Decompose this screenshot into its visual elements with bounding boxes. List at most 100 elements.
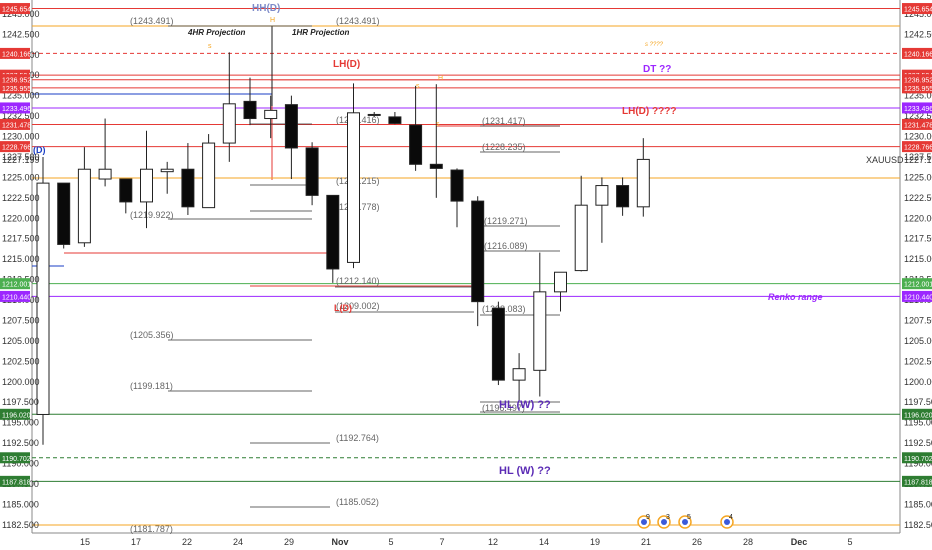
level-label-right-bg	[902, 3, 932, 15]
level-label-left-bg	[0, 102, 30, 114]
level-label-left: 1235.955	[2, 86, 31, 93]
candle-body	[57, 182, 71, 245]
fib-label: (1205.356)	[130, 330, 174, 340]
fib-label: (1209.002)	[336, 301, 380, 311]
y-tick-label: 1190.000	[904, 459, 932, 469]
level-label-left-bg	[0, 47, 30, 59]
level-label-left: 1228.766	[2, 145, 31, 152]
last-price-right: 1227.199	[904, 155, 932, 165]
candle-body	[202, 142, 216, 209]
hl-w-label-2: HL (W) ??	[499, 465, 551, 477]
y-tick-label: 1195.000	[2, 418, 39, 428]
last-price-left: 1227.199	[2, 155, 40, 165]
s-mark-3: s	[436, 121, 440, 128]
y-tick-label: 1235.000	[904, 91, 932, 101]
candle-body	[284, 104, 298, 149]
x-tick-label: 26	[692, 537, 702, 547]
level-label-left-bg	[0, 278, 30, 290]
y-tick-label: 1182.500	[904, 520, 932, 530]
candle-body	[36, 182, 50, 415]
bearish-candle	[491, 301, 505, 386]
flag-dot	[661, 519, 667, 525]
y-tick-label: 1185.000	[904, 499, 932, 509]
candle-body	[98, 168, 112, 180]
bearish-candle	[471, 196, 485, 327]
y-tick-label: 1242.500	[2, 29, 40, 39]
dt-label: DT ??	[643, 64, 671, 75]
candle-body	[409, 124, 423, 165]
4hr-projection-label: 4HR Projection	[187, 28, 245, 37]
level-label-left: 1240.166	[2, 51, 31, 58]
bearish-candle	[450, 168, 464, 228]
event-flag[interactable]: 3	[657, 514, 671, 529]
candle-body	[471, 200, 485, 303]
x-tick-label: 14	[539, 537, 549, 547]
level-label-right-bg	[902, 82, 932, 94]
candle-body	[347, 112, 360, 263]
y-tick-label: 1217.500	[2, 234, 40, 244]
level-label-right: 1228.766	[904, 145, 932, 152]
bullish-candle	[367, 111, 381, 117]
bearish-candle	[181, 143, 195, 215]
x-tick-label: 19	[590, 537, 600, 547]
bullish-candle	[98, 118, 112, 187]
bearish-candle	[388, 111, 402, 125]
bullish-candle	[140, 130, 153, 229]
candle-body	[491, 307, 505, 381]
y-tick-label: 1222.500	[904, 193, 932, 203]
candle-body	[595, 185, 609, 206]
event-count: 4	[729, 514, 733, 521]
bearish-candle	[616, 177, 630, 216]
y-tick-label: 1225.000	[904, 172, 932, 182]
bullish-candle	[264, 95, 278, 139]
level-label-left-bg	[0, 290, 30, 302]
event-flag[interactable]: 9	[637, 514, 651, 529]
candle-body	[222, 103, 236, 144]
y-tick-label: 1205.000	[904, 336, 932, 346]
y-tick-label: 1200.000	[2, 377, 40, 387]
candle-body	[77, 168, 91, 244]
bullish-candle	[222, 52, 236, 162]
candle-body	[181, 168, 195, 208]
level-label-left: 1231.478	[2, 122, 31, 129]
y-tick-label: 1225.000	[2, 172, 40, 182]
bearish-candle	[429, 84, 443, 198]
1hr-projection-label: 1HR Projection	[292, 28, 349, 37]
y-tick-label: 1217.500	[904, 234, 932, 244]
x-tick-label: Nov	[331, 537, 348, 547]
level-label-right-bg	[902, 74, 932, 86]
level-label-right: 1196.020	[904, 412, 932, 419]
event-count: 3	[666, 514, 670, 521]
level-label-right: 1235.955	[904, 86, 932, 93]
candle-body	[243, 100, 257, 120]
bearish-candle	[305, 142, 319, 206]
event-flag[interactable]: 5	[678, 514, 692, 529]
s-mark-2: s	[416, 83, 420, 90]
bearish-candle	[119, 178, 133, 214]
fib-label: (1185.052)	[336, 497, 379, 507]
s-mark-1: s	[208, 43, 212, 50]
fib-label: (1219.922)	[130, 210, 174, 220]
bullish-candle	[347, 83, 360, 269]
y-tick-label: 1197.500	[904, 397, 932, 407]
y-tick-label: 1220.000	[904, 213, 932, 223]
l-d-label: L(D)	[334, 303, 352, 313]
candle-body	[326, 194, 340, 270]
bullish-candle	[77, 147, 91, 247]
y-tick-label: 1202.500	[904, 356, 932, 366]
level-label-right: 1231.478	[904, 122, 932, 129]
d-label: (D)	[33, 145, 46, 155]
level-label-left: 1245.654	[2, 7, 31, 14]
level-label-right-bg	[902, 47, 932, 59]
y-tick-label: 1227.500	[2, 152, 40, 162]
event-flag[interactable]: 4	[720, 514, 734, 529]
bearish-candle	[326, 194, 340, 283]
level-label-right: 1236.952	[904, 78, 932, 85]
bearish-candle	[243, 77, 257, 126]
candle-body	[512, 368, 526, 381]
fib-label: (1231.417)	[482, 116, 526, 126]
candle-body	[636, 158, 650, 208]
y-tick-label: 1242.500	[904, 29, 932, 39]
